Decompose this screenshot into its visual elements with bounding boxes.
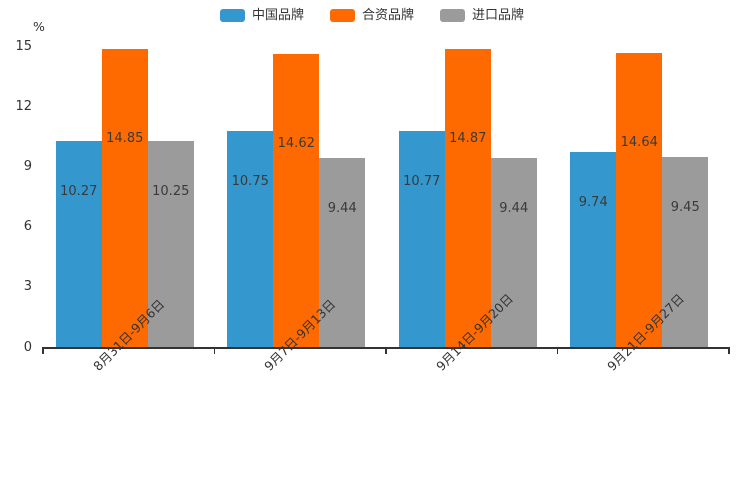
bar-group: 9.74 14.64 9.45 xyxy=(557,46,729,347)
bar-value-label: 14.62 xyxy=(277,135,315,151)
legend-item-label: 合资品牌 xyxy=(361,8,414,23)
bar-value-label: 10.25 xyxy=(152,184,190,200)
bar[interactable] xyxy=(273,53,320,347)
bar-value-label: 9.45 xyxy=(670,200,700,216)
y-axis-tick-label: 6 xyxy=(23,219,32,235)
bar-value-label: 14.64 xyxy=(620,135,658,151)
bar-group: 10.75 14.62 9.44 xyxy=(214,46,386,347)
x-axis-tick xyxy=(385,347,387,354)
bar[interactable] xyxy=(570,151,617,347)
bar[interactable] xyxy=(398,130,445,347)
legend-item[interactable]: 中国品牌 xyxy=(219,8,304,23)
x-axis-tick xyxy=(42,347,44,354)
bar-value-label: 10.27 xyxy=(60,183,98,199)
x-axis-tick xyxy=(213,347,215,354)
bar[interactable] xyxy=(662,157,709,347)
bar-value-label: 10.75 xyxy=(231,174,269,190)
bar[interactable] xyxy=(319,157,366,347)
bar-value-label: 10.77 xyxy=(403,173,441,189)
x-axis-tick xyxy=(556,347,558,354)
bar-group: 10.27 14.85 10.25 xyxy=(42,46,214,347)
legend-swatch-icon xyxy=(329,9,355,22)
y-axis-tick-label: 9 xyxy=(23,158,32,174)
legend-item-label: 中国品牌 xyxy=(251,8,304,23)
y-axis-tick-label: 3 xyxy=(23,279,32,295)
bar[interactable] xyxy=(490,157,537,347)
chart-legend: 中国品牌 合资品牌 进口品牌 xyxy=(0,9,744,22)
y-axis-tick-label: 15 xyxy=(15,38,32,54)
bar-value-label: 14.85 xyxy=(106,131,144,147)
legend-item[interactable]: 进口品牌 xyxy=(440,9,524,22)
bar[interactable] xyxy=(444,48,491,347)
bar[interactable] xyxy=(147,141,194,347)
bar[interactable] xyxy=(55,140,102,347)
legend-swatch-icon xyxy=(440,9,465,22)
legend-item[interactable]: 合资品牌 xyxy=(329,8,414,23)
legend-item-label: 进口品牌 xyxy=(472,8,525,23)
bar[interactable] xyxy=(616,53,663,347)
bar-value-label: 9.44 xyxy=(327,200,357,216)
bar[interactable] xyxy=(101,49,148,347)
bar-group: 10.77 14.87 9.44 xyxy=(385,46,557,347)
bar[interactable] xyxy=(227,131,274,347)
bar-value-label: 9.44 xyxy=(499,200,529,216)
x-axis-tick xyxy=(728,347,730,354)
plot-area: 10.27 14.85 10.25 10.75 14.62 9.44 10.77 14.87 9… xyxy=(42,46,728,347)
bar-value-label: 14.87 xyxy=(449,130,487,146)
y-axis-tick-label: 12 xyxy=(15,98,32,114)
y-axis-tick-label: 0 xyxy=(23,339,32,355)
y-axis-unit-label: % xyxy=(33,19,45,34)
bar-value-label: 9.74 xyxy=(578,194,608,210)
legend-swatch-icon xyxy=(219,9,245,22)
